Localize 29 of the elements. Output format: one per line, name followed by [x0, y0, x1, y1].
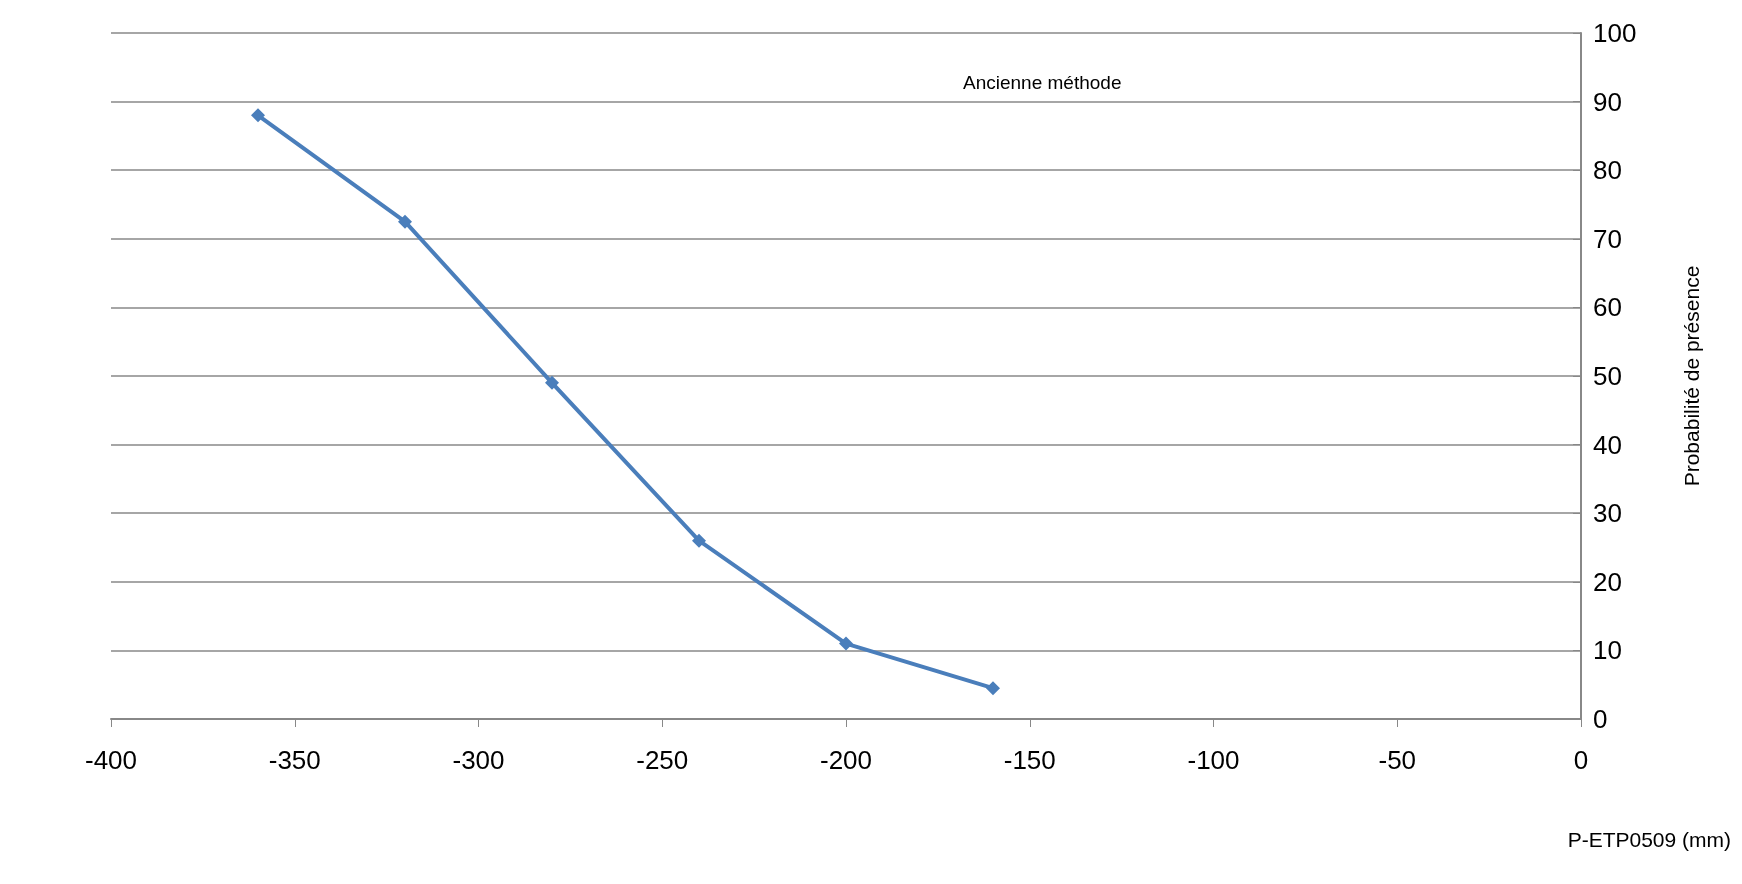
x-tick-label: -300	[452, 745, 505, 775]
y-tick-label: 30	[1593, 498, 1622, 529]
y-tick-label: 50	[1593, 361, 1622, 391]
x-axis-title: P-ETP0509 (mm)	[1567, 828, 1731, 851]
text: Ancienne méthode	[963, 72, 1122, 93]
y-axis-title: Probabilité de présence	[1680, 265, 1703, 487]
point	[545, 375, 559, 390]
y-tick-label: 100	[1593, 18, 1637, 48]
point	[692, 533, 706, 548]
x-tick-label: -250	[636, 745, 689, 775]
y-tick-label: 90	[1593, 86, 1622, 117]
point	[251, 108, 265, 123]
x-tick-label: 0	[1573, 745, 1589, 775]
x-tick-label: -150	[1003, 745, 1056, 775]
y-tick-label: 40	[1593, 429, 1622, 460]
point	[398, 214, 412, 229]
x-tick-label: -100	[1187, 745, 1240, 775]
x-tick-label: -350	[268, 745, 321, 775]
y-tick-label: 0	[1593, 704, 1608, 734]
y-tick-label: 60	[1593, 292, 1622, 323]
y-tick-label: 70	[1593, 223, 1622, 254]
y-tick-label: 80	[1593, 155, 1622, 186]
x-tick-label: -200	[819, 745, 873, 775]
point	[986, 681, 1000, 696]
x-tick-label: -400	[84, 745, 138, 775]
y-tick-label: 20	[1593, 566, 1622, 597]
x-tick-label: -50	[1378, 745, 1417, 775]
point	[839, 636, 853, 651]
y-tick-label: 10	[1593, 635, 1622, 666]
